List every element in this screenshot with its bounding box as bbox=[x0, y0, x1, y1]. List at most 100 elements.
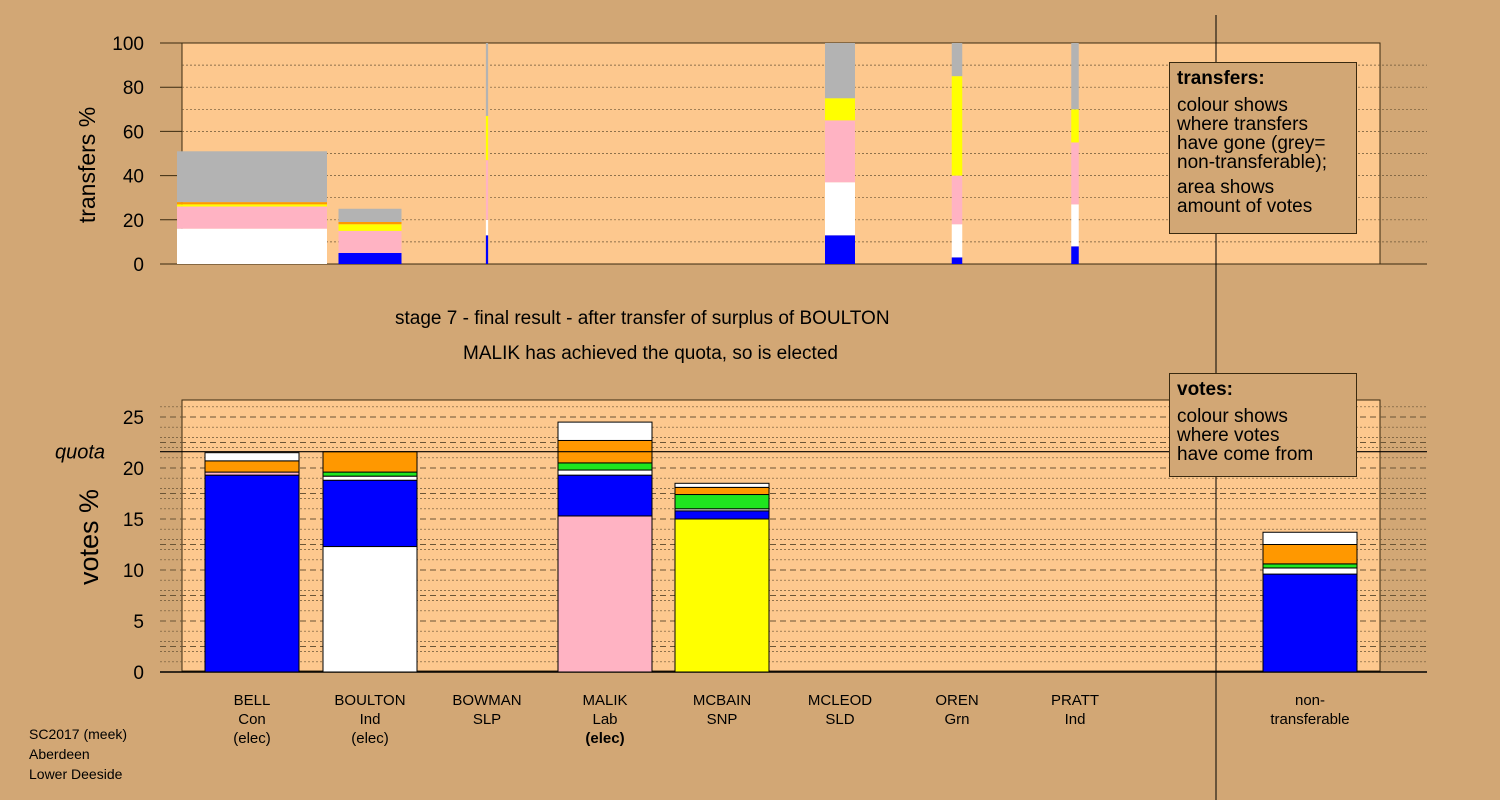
transfers-y-tick-label: 60 bbox=[123, 122, 144, 143]
transfers-y-axis-label: transfers % bbox=[74, 107, 100, 223]
votes-legend: votes: colour shows where votes have com… bbox=[1169, 373, 1357, 477]
transfer-segment bbox=[177, 228, 327, 264]
candidate-party: Lab bbox=[592, 711, 617, 728]
vote-segment bbox=[204, 460, 300, 473]
transfer-segment bbox=[177, 202, 327, 205]
transfer-segment bbox=[485, 115, 489, 161]
votes-y-axis-label: votes % bbox=[74, 489, 104, 585]
candidate-name: MCBAIN bbox=[693, 692, 751, 709]
candidate-name: PRATT bbox=[1051, 692, 1099, 709]
vote-segment bbox=[322, 471, 418, 477]
vote-segment bbox=[1262, 563, 1358, 569]
transfer-segment bbox=[485, 219, 489, 236]
transfer-segment bbox=[177, 151, 327, 203]
candidate-party: transferable bbox=[1270, 711, 1349, 728]
footer-election: SC2017 (meek) bbox=[29, 726, 128, 742]
candidate-name: OREN bbox=[935, 692, 978, 709]
votes-y-tick-label: 15 bbox=[123, 510, 144, 531]
transfers-legend-title: transfers: bbox=[1177, 68, 1265, 89]
votes-legend-line: colour shows bbox=[1177, 406, 1288, 427]
vote-segment bbox=[322, 451, 418, 473]
candidate-party: Grn bbox=[944, 711, 969, 728]
vote-segment bbox=[674, 486, 770, 496]
vote-segment bbox=[557, 474, 653, 517]
transfer-segment bbox=[338, 222, 402, 225]
vote-segment bbox=[322, 546, 418, 673]
transfers-legend-line: amount of votes bbox=[1177, 196, 1313, 217]
vote-segment bbox=[557, 462, 653, 471]
transfer-segment bbox=[951, 175, 963, 225]
candidate-name: MCLEOD bbox=[808, 692, 872, 709]
transfers-legend-line: where transfers bbox=[1177, 114, 1308, 135]
votes-y-tick-label: 20 bbox=[123, 459, 144, 480]
vote-segment bbox=[204, 474, 300, 673]
votes-y-tick-label: 0 bbox=[133, 663, 144, 684]
vote-segment bbox=[557, 515, 653, 673]
votes-y-tick-label: 25 bbox=[123, 408, 144, 429]
stage-title: stage 7 - final result - after transfer … bbox=[395, 308, 890, 329]
transfer-segment bbox=[1071, 142, 1079, 205]
votes-legend-line: have come from bbox=[1177, 444, 1314, 465]
result-title: MALIK has achieved the quota, so is elec… bbox=[463, 343, 838, 364]
candidate-party: SNP bbox=[707, 711, 738, 728]
transfer-segment bbox=[951, 76, 963, 176]
vote-segment bbox=[1262, 573, 1358, 673]
votes-y-tick-label: 10 bbox=[123, 561, 144, 582]
transfer-segment bbox=[825, 120, 855, 183]
transfer-segment bbox=[825, 182, 855, 236]
candidate-party: Con bbox=[238, 711, 266, 728]
transfers-legend: transfers: colour shows where transfers … bbox=[1169, 62, 1357, 234]
candidate-name: non- bbox=[1295, 692, 1325, 709]
candidate-name: BELL bbox=[234, 692, 271, 709]
transfers-y-tick-label: 100 bbox=[112, 34, 144, 55]
vote-segment bbox=[204, 452, 300, 462]
transfer-segment bbox=[1071, 246, 1079, 264]
transfers-y-tick-label: 20 bbox=[123, 211, 144, 232]
transfer-segment bbox=[338, 252, 402, 264]
vote-segment bbox=[557, 469, 653, 476]
transfer-segment bbox=[951, 257, 963, 264]
transfer-segment bbox=[1071, 204, 1079, 247]
vote-segment bbox=[674, 510, 770, 520]
candidate-status: (elec) bbox=[585, 730, 624, 747]
transfer-segment bbox=[1071, 109, 1079, 143]
transfer-segment bbox=[485, 43, 489, 116]
transfer-segment bbox=[1071, 43, 1079, 110]
transfer-segment bbox=[338, 224, 402, 231]
candidate-party: SLD bbox=[825, 711, 854, 728]
transfer-segment bbox=[825, 235, 855, 264]
transfer-segment bbox=[951, 43, 963, 77]
transfer-segment bbox=[485, 160, 489, 220]
transfer-segment bbox=[951, 224, 963, 258]
transfers-y-tick-label: 0 bbox=[133, 255, 144, 276]
transfer-segment bbox=[485, 235, 489, 264]
candidate-status: (elec) bbox=[233, 730, 271, 747]
vote-segment bbox=[674, 518, 770, 673]
vote-segment bbox=[1262, 531, 1358, 546]
transfers-legend-line: colour shows bbox=[1177, 95, 1288, 116]
transfer-segment bbox=[177, 206, 327, 229]
footer-ward: Lower Deeside bbox=[29, 766, 123, 782]
vote-segment bbox=[322, 479, 418, 548]
vote-segment bbox=[1262, 567, 1358, 575]
candidate-party: Ind bbox=[360, 711, 381, 728]
transfers-legend-line: have gone (grey= bbox=[1177, 133, 1326, 154]
candidate-name: BOWMAN bbox=[452, 692, 521, 709]
votes-y-tick-label: 5 bbox=[133, 612, 144, 633]
vote-segment bbox=[322, 475, 418, 481]
candidate-party: Ind bbox=[1065, 711, 1086, 728]
candidate-labels: BELL Con (elec) BOULTON Ind (elec) BOWMAN SLP MA… bbox=[233, 692, 1349, 747]
transfers-legend-line: non-transferable); bbox=[1177, 152, 1327, 173]
candidate-name: MALIK bbox=[582, 692, 627, 709]
transfer-segment bbox=[338, 208, 402, 223]
candidate-status: (elec) bbox=[351, 730, 389, 747]
vote-segment bbox=[674, 482, 770, 488]
vote-segment bbox=[557, 421, 653, 441]
transfer-segment bbox=[177, 204, 327, 207]
transfers-y-tick-label: 40 bbox=[123, 167, 144, 188]
transfer-segment bbox=[338, 230, 402, 253]
quota-label: quota bbox=[55, 442, 105, 464]
transfers-legend-line: area shows bbox=[1177, 177, 1275, 198]
transfers-y-tick-label: 80 bbox=[123, 78, 144, 99]
vote-segment bbox=[1262, 544, 1358, 565]
